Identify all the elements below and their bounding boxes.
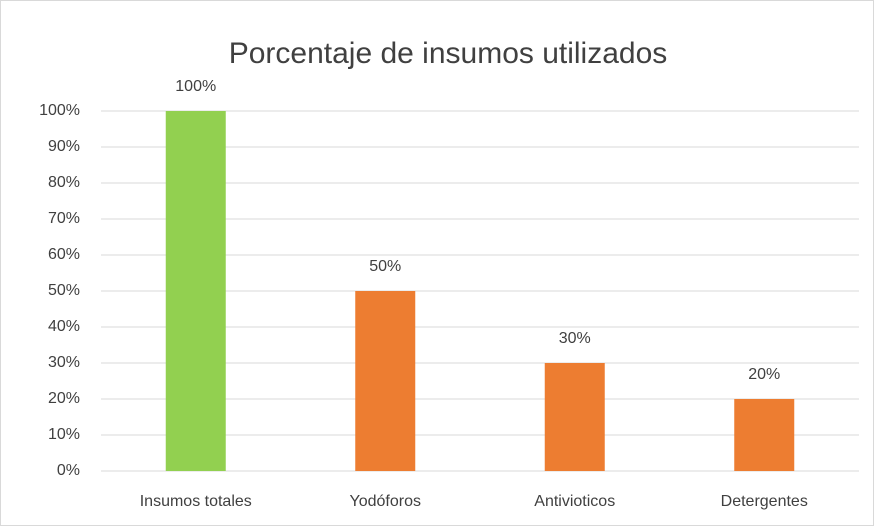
bar — [355, 291, 416, 471]
x-tick-label: Detergentes — [721, 493, 808, 510]
y-tick-label: 80% — [48, 174, 80, 191]
x-tick-label: Insumos totales — [140, 493, 252, 510]
y-tick-label: 30% — [48, 354, 80, 371]
data-label: 20% — [748, 366, 780, 383]
y-tick-label: 90% — [48, 138, 80, 155]
chart-title: Porcentaje de insumos utilizados — [229, 37, 668, 70]
y-tick-label: 100% — [39, 102, 80, 119]
y-tick-label: 60% — [48, 246, 80, 263]
data-label: 50% — [369, 258, 401, 275]
data-label: 30% — [559, 330, 591, 347]
y-tick-label: 50% — [48, 282, 80, 299]
y-tick-label: 0% — [57, 462, 80, 479]
bar — [544, 363, 605, 471]
bar — [734, 399, 795, 471]
y-tick-label: 20% — [48, 390, 80, 407]
y-tick-label: 40% — [48, 318, 80, 335]
bar — [165, 111, 226, 471]
y-tick-label: 10% — [48, 426, 80, 443]
x-tick-label: Antivioticos — [534, 493, 615, 510]
data-label: 100% — [175, 78, 216, 95]
y-tick-label: 70% — [48, 210, 80, 227]
x-tick-label: Yodóforos — [350, 493, 421, 510]
